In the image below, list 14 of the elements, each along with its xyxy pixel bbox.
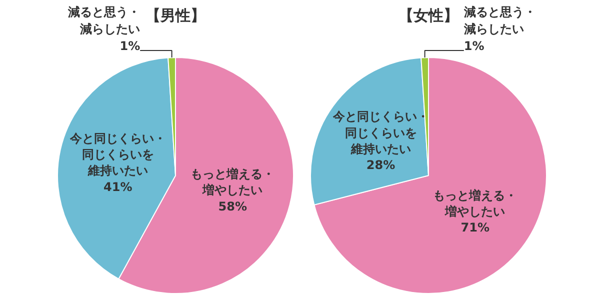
slice-label: もっと増える・増やしたい bbox=[190, 167, 275, 198]
slice-label: 減ると思う・減らしたい bbox=[462, 5, 536, 36]
data-label: 1% bbox=[120, 38, 140, 53]
slice-label: 減ると思う・減らしたい bbox=[67, 5, 140, 36]
chart-title: 【男性】 bbox=[146, 6, 206, 24]
chart-title: 【女性】 bbox=[398, 6, 458, 24]
slice-label: 今と同じくらい・同じくらいを維持いたい bbox=[332, 110, 429, 156]
data-label: 1% bbox=[464, 38, 484, 53]
data-label: 41% bbox=[104, 180, 132, 194]
data-label: 58% bbox=[218, 199, 248, 214]
slice-label: もっと増える・増やしたい bbox=[433, 188, 518, 219]
slice-label: 今と同じくらい・同じくらいを維持いたい bbox=[68, 131, 166, 178]
data-label: 71% bbox=[460, 220, 490, 235]
data-label: 28% bbox=[366, 158, 396, 172]
